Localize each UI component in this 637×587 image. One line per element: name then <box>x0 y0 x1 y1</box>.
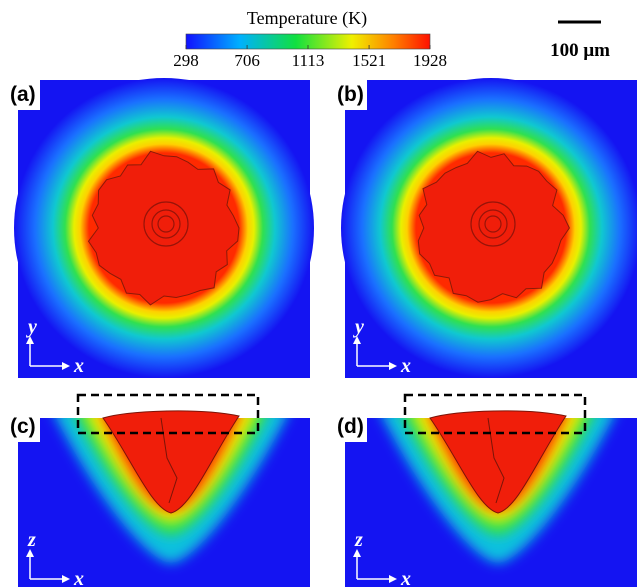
axis-arrowhead <box>353 336 361 344</box>
axis-arrowhead <box>62 575 70 583</box>
axis-arrowhead <box>62 362 70 370</box>
scale-bar-label: 100 μm <box>550 40 610 61</box>
colorbar-tick-label: 298 <box>173 51 199 70</box>
melt-pool <box>417 150 570 303</box>
axis-label: x <box>400 355 411 377</box>
colorbar-tick-label: 1928 <box>413 51 447 70</box>
panel-label: (d) <box>337 415 364 438</box>
axis-arrowhead <box>26 336 34 344</box>
melt-ripple <box>484 215 502 233</box>
axis-label: z <box>354 529 363 551</box>
colorbar-tick-label: 706 <box>234 51 260 70</box>
melt-ripple <box>143 201 189 247</box>
label-box <box>0 412 40 442</box>
melt-fold <box>160 417 178 504</box>
melt-fold <box>487 417 505 504</box>
axis-arrowhead <box>353 549 361 557</box>
label-box <box>327 412 367 442</box>
axis-arrowhead <box>389 575 397 583</box>
panel: (b) y x <box>327 78 637 378</box>
melt-ripple <box>151 209 181 239</box>
colorbar-title: Temperature (K) <box>247 8 367 29</box>
panel: (a) y x <box>0 78 314 378</box>
highlight-box <box>403 393 587 435</box>
panel-label: (c) <box>10 415 36 438</box>
melt-pool <box>102 410 240 514</box>
axis-label: y <box>353 316 364 338</box>
panel-label: (b) <box>337 83 364 106</box>
panel-label: (a) <box>10 83 36 106</box>
melt-pool <box>87 150 240 306</box>
colorbar-tick-label: 1521 <box>352 51 386 70</box>
panel: (c) z x <box>0 393 310 587</box>
label-box <box>327 80 367 110</box>
melt-ripple <box>478 209 508 239</box>
panel: (d) z x <box>327 393 637 587</box>
axis-label: z <box>27 529 36 551</box>
melt-ripple <box>157 215 175 233</box>
axis-label: x <box>73 568 84 587</box>
label-box <box>0 80 40 110</box>
axis-label: x <box>73 355 84 377</box>
axis-label: x <box>400 568 411 587</box>
axis-arrowhead <box>26 549 34 557</box>
melt-pool <box>429 410 567 514</box>
colorbar-tick-label: 1113 <box>292 51 325 70</box>
axis-arrowhead <box>389 362 397 370</box>
axis-label: y <box>26 316 37 338</box>
highlight-box <box>76 393 260 435</box>
melt-ripple <box>470 201 516 247</box>
